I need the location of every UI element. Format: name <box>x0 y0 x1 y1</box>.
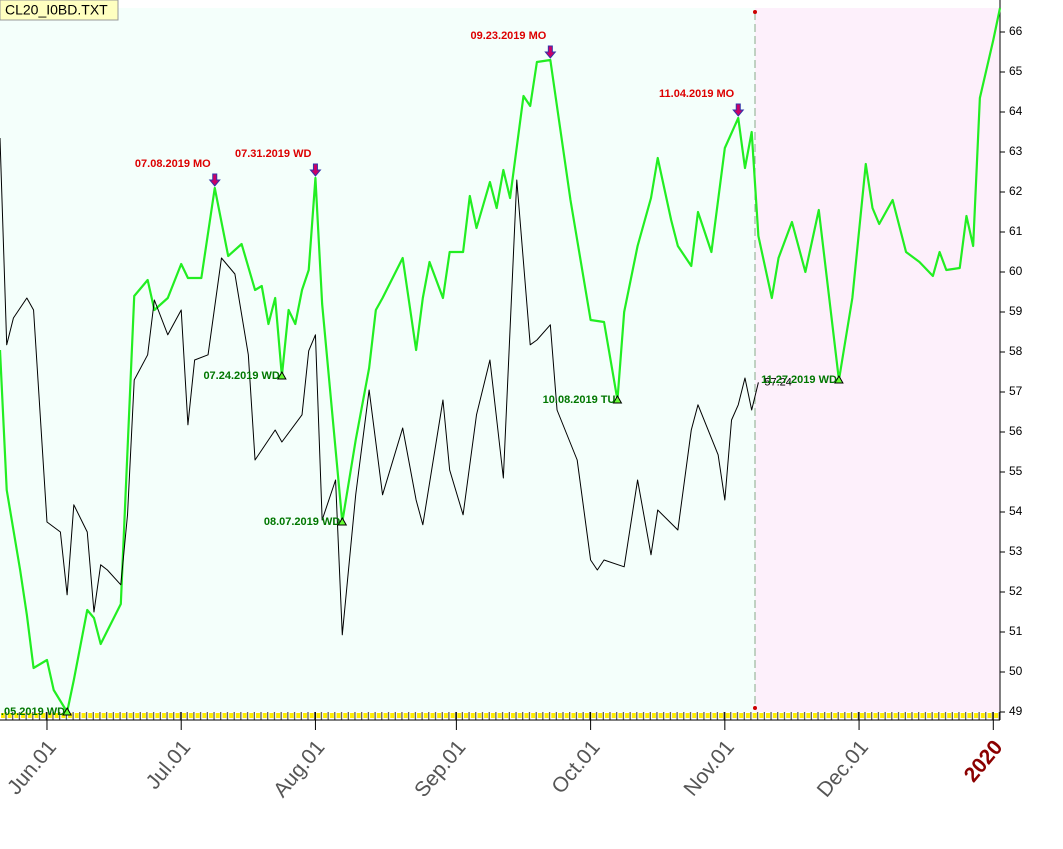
y-tick-label: 65 <box>1009 64 1023 78</box>
chart-title: CL20_I0BD.TXT <box>5 2 108 18</box>
y-tick-label: 63 <box>1009 144 1023 158</box>
trough-label: 10.08.2019 TU <box>543 394 616 406</box>
y-tick-label: 60 <box>1009 264 1023 278</box>
x-tick-label: Dec.01 <box>813 736 873 802</box>
trough-marker <box>834 374 844 384</box>
x-tick-label: Oct.01 <box>547 736 604 798</box>
trough-marker <box>337 516 348 526</box>
trough-label: .05.2019 WD <box>1 706 65 718</box>
y-tick-label: 61 <box>1009 224 1023 238</box>
peak-marker <box>544 45 557 59</box>
trough-marker <box>277 370 287 380</box>
y-tick-label: 62 <box>1009 184 1023 198</box>
y-tick-label: 51 <box>1009 624 1023 638</box>
trough-marker <box>612 394 623 404</box>
y-tick-label: 58 <box>1009 344 1023 358</box>
x-tick-label-year: 2020 <box>960 736 1008 787</box>
history-background <box>0 8 755 712</box>
y-tick-label: 50 <box>1009 664 1023 678</box>
divider-dot <box>753 706 757 710</box>
x-tick-label: Aug.01 <box>269 736 329 802</box>
x-tick-label: Sep.01 <box>410 736 470 802</box>
peak-label: 09.23.2019 MO <box>470 30 546 42</box>
y-tick-label: 53 <box>1009 544 1023 558</box>
trough-label: 07.24.2019 WD <box>203 370 279 382</box>
series-line <box>0 137 759 636</box>
y-tick-label: 55 <box>1009 464 1023 478</box>
forecast-background <box>755 8 1000 712</box>
y-tick-label: 57 <box>1009 384 1023 398</box>
x-tick-label: Jun.01 <box>3 736 61 799</box>
peak-marker <box>309 163 322 177</box>
peak-label: 07.08.2019 MO <box>135 158 211 170</box>
peak-label: 07.31.2019 WD <box>235 148 311 160</box>
divider-dot <box>753 10 757 14</box>
y-tick-label: 54 <box>1009 504 1023 518</box>
title-box <box>0 0 119 21</box>
y-tick-label: 66 <box>1009 24 1023 38</box>
y-tick-label: 64 <box>1009 104 1023 118</box>
peak-label: 11.04.2019 MO <box>659 88 735 100</box>
value-label: 57.24 <box>764 376 792 388</box>
y-tick-label: 52 <box>1009 584 1023 598</box>
trough-marker <box>62 706 72 716</box>
trough-label: 11.27.2019 WD <box>761 374 837 386</box>
y-tick-label: 49 <box>1009 704 1023 718</box>
x-tick-label: Nov.01 <box>680 736 739 801</box>
x-tick-strip <box>0 712 1000 720</box>
y-tick-label: 56 <box>1009 424 1023 438</box>
y-tick-label: 59 <box>1009 304 1023 318</box>
peak-marker <box>732 103 745 117</box>
trough-label: 08.07.2019 WD <box>264 516 340 528</box>
peak-marker <box>208 173 221 187</box>
series-line <box>0 7 1002 714</box>
x-tick-label: Jul.01 <box>142 736 196 794</box>
